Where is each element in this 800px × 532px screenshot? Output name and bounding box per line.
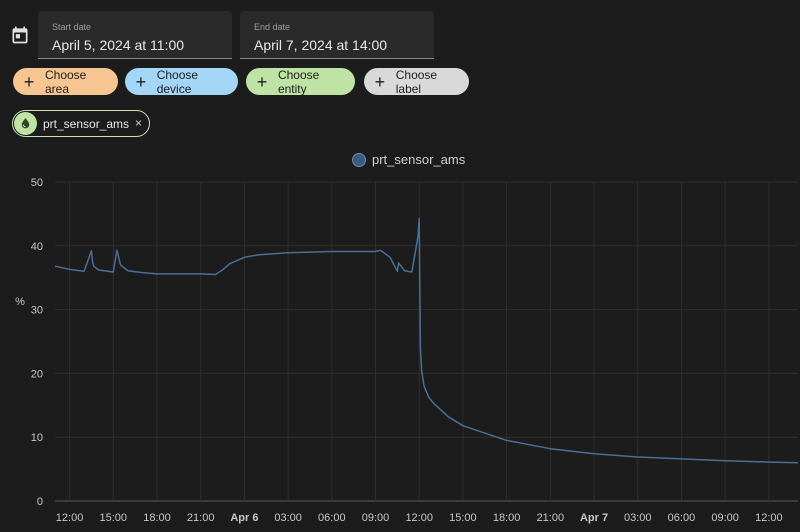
end-date-field[interactable]: End date April 7, 2024 at 14:00 — [240, 11, 434, 59]
y-axis-label: % — [15, 296, 25, 308]
x-tick-label: 18:00 — [493, 512, 521, 524]
selected-entity-chip[interactable]: prt_sensor_ams × — [12, 110, 150, 137]
x-tick-label: 03:00 — [624, 512, 652, 524]
end-date-value: April 7, 2024 at 14:00 — [254, 37, 388, 53]
selected-entity-name: prt_sensor_ams — [43, 116, 130, 131]
calendar-icon[interactable] — [10, 25, 30, 45]
y-tick-label: 50 — [31, 177, 43, 189]
plus-icon: + — [256, 71, 268, 92]
plus-icon: + — [135, 71, 147, 92]
start-date-field[interactable]: Start date April 5, 2024 at 11:00 — [38, 11, 232, 59]
choose-device-button[interactable]: + Choose device — [125, 67, 238, 96]
x-tick-label: 03:00 — [274, 512, 302, 524]
y-tick-label: 20 — [31, 368, 43, 380]
choose-area-label: Choose area — [44, 67, 87, 96]
x-tick-label: 09:00 — [711, 512, 739, 524]
x-tick-label: 09:00 — [362, 512, 390, 524]
history-line-chart[interactable]: 0 10 20 30 40 50% 12:00 15:00 18:00 21:00 Apr 6 03:… — [0, 170, 800, 532]
series-line — [54, 217, 799, 464]
x-tick-label: Apr 7 — [580, 512, 608, 524]
x-tick-label: 15:00 — [100, 512, 128, 524]
x-tick-label: 21:00 — [537, 512, 565, 524]
x-tick-label: 15:00 — [449, 512, 477, 524]
remove-entity-icon[interactable]: × — [134, 116, 142, 130]
plus-icon: + — [23, 71, 35, 92]
x-tick-label: 21:00 — [187, 512, 215, 524]
choose-label-button[interactable]: + Choose label — [364, 67, 469, 96]
plus-icon: + — [374, 71, 386, 92]
x-tick-label: 12:00 — [755, 512, 783, 524]
x-tick-label: 18:00 — [143, 512, 171, 524]
end-date-label: End date — [254, 22, 291, 32]
choose-area-button[interactable]: + Choose area — [13, 67, 118, 96]
water-drop-icon — [14, 112, 37, 135]
y-tick-label: 10 — [31, 432, 43, 444]
x-tick-label: Apr 6 — [230, 512, 258, 524]
y-tick-label: 40 — [31, 241, 43, 253]
choose-entity-button[interactable]: + Choose entity — [246, 67, 355, 96]
x-tick-label: 06:00 — [318, 512, 346, 524]
chart-legend[interactable]: prt_sensor_ams — [352, 152, 465, 167]
choose-label-label: Choose label — [395, 67, 438, 96]
x-tick-label: 12:00 — [56, 512, 84, 524]
x-tick-label: 12:00 — [405, 512, 433, 524]
y-tick-label: 0 — [37, 496, 43, 508]
y-tick-label: 30 — [31, 305, 43, 317]
start-date-label: Start date — [52, 22, 92, 32]
legend-series-name: prt_sensor_ams — [372, 152, 466, 167]
choose-entity-label: Choose entity — [277, 67, 320, 96]
choose-device-label: Choose device — [156, 67, 199, 96]
start-date-value: April 5, 2024 at 11:00 — [52, 37, 185, 53]
legend-swatch — [352, 152, 366, 167]
x-tick-label: 06:00 — [668, 512, 696, 524]
